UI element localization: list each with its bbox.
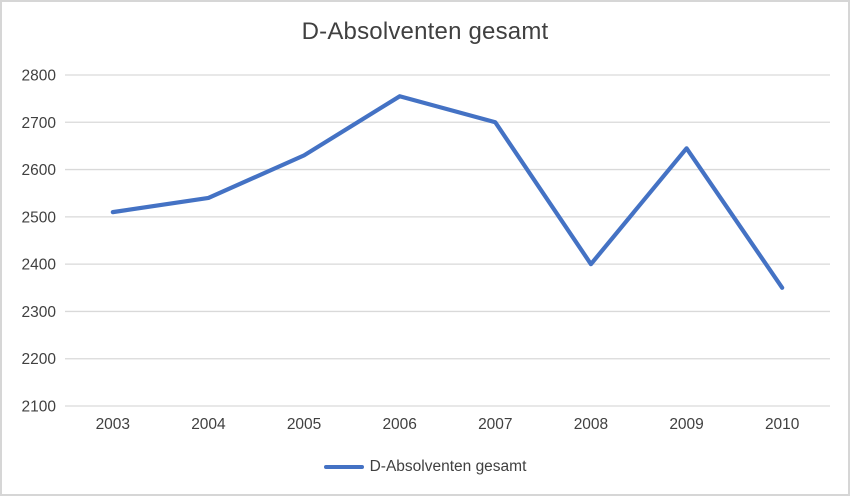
svg-text:2006: 2006	[382, 416, 416, 433]
svg-text:2003: 2003	[96, 416, 130, 433]
legend-label: D-Absolventen gesamt	[369, 458, 527, 475]
svg-text:2009: 2009	[669, 416, 703, 433]
svg-text:2500: 2500	[22, 209, 57, 226]
svg-text:2004: 2004	[191, 416, 226, 433]
legend: D-Absolventen gesamt	[2, 458, 848, 476]
svg-text:2300: 2300	[22, 304, 57, 321]
svg-text:2008: 2008	[574, 416, 608, 433]
svg-text:2005: 2005	[287, 416, 321, 433]
svg-text:2700: 2700	[22, 115, 57, 132]
chart-title: D-Absolventen gesamt	[301, 18, 549, 45]
svg-text:2100: 2100	[22, 399, 57, 416]
legend-line-icon	[323, 465, 364, 469]
svg-text:2007: 2007	[478, 416, 512, 433]
svg-text:2010: 2010	[765, 416, 800, 433]
svg-text:2200: 2200	[22, 351, 57, 368]
svg-text:2600: 2600	[22, 162, 57, 179]
svg-text:2400: 2400	[22, 257, 57, 274]
svg-text:2800: 2800	[22, 68, 57, 85]
